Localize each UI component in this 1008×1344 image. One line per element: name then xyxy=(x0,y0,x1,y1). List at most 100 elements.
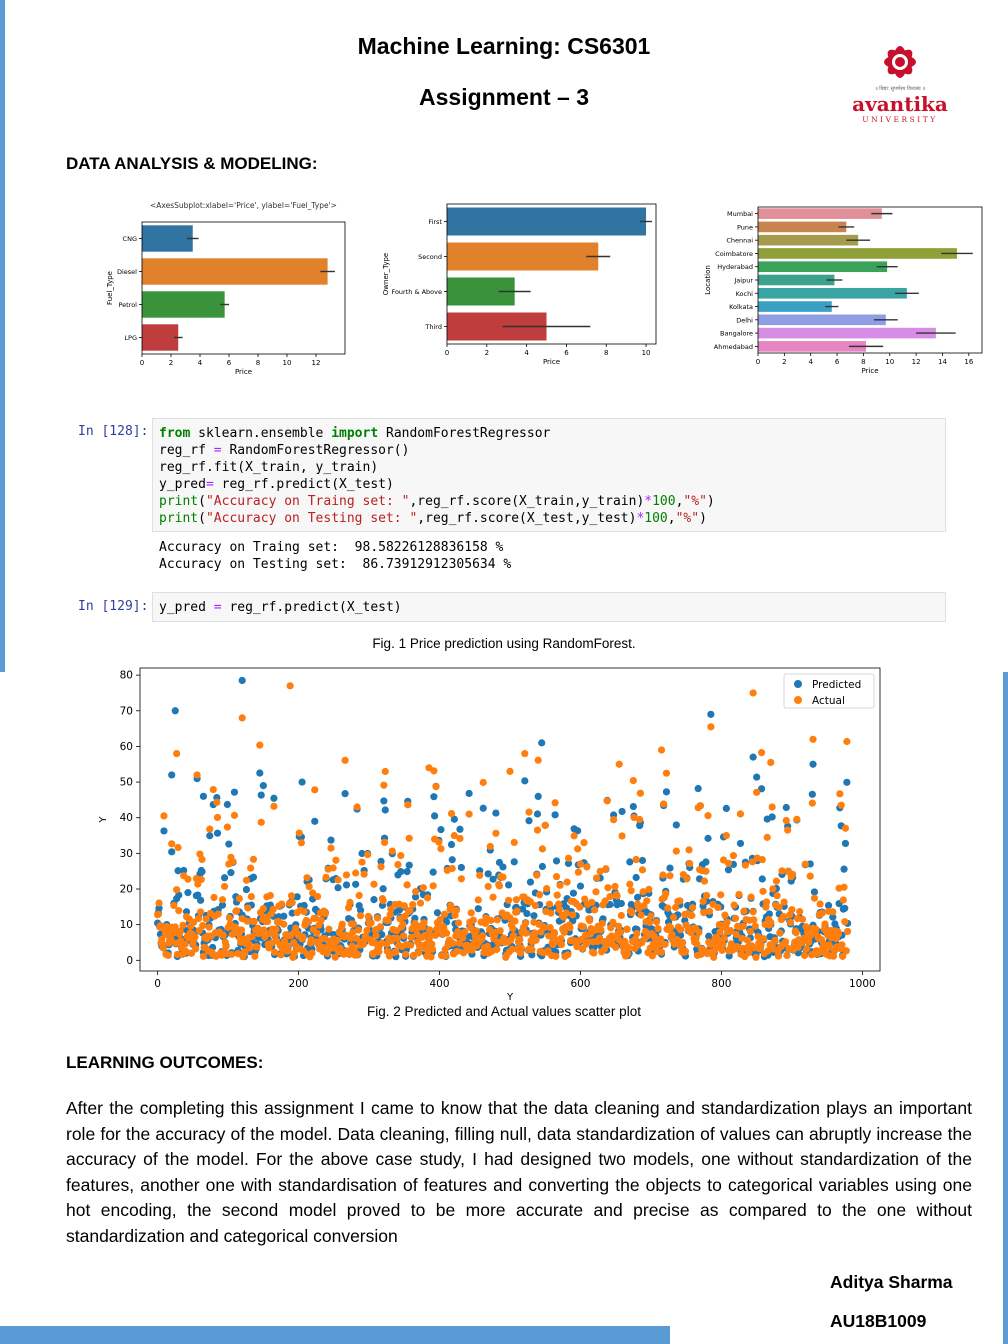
scatter-point-predicted xyxy=(257,791,265,799)
scatter-point-actual xyxy=(604,884,612,892)
scatter-point-actual xyxy=(748,858,757,866)
scatter-point-actual xyxy=(821,920,829,928)
y-tick-label: Chennai xyxy=(726,237,753,245)
scatter-point-actual xyxy=(486,842,494,851)
scatter-point-actual xyxy=(579,923,587,931)
scatter-point-actual xyxy=(193,771,201,779)
scatter-point-predicted xyxy=(270,794,278,802)
scatter-point-actual xyxy=(199,922,207,930)
code-token: * xyxy=(644,494,653,509)
bar xyxy=(758,274,835,286)
x-tick-label: 4 xyxy=(198,359,203,367)
scatter-point-actual xyxy=(810,894,819,902)
scatter-point-actual xyxy=(341,756,349,764)
scatter-point-actual xyxy=(469,916,477,924)
scatter-point-predicted xyxy=(259,782,267,790)
scatter-point-actual xyxy=(648,952,656,960)
scatter-point-actual xyxy=(358,858,366,866)
scatter-point-predicted xyxy=(666,864,674,872)
scatter-point-actual xyxy=(448,864,456,873)
code-token: reg_rf.predict(X_test) xyxy=(213,477,394,492)
scatter-point-actual xyxy=(229,858,237,866)
scatter-point-actual xyxy=(556,881,564,889)
plot-frame xyxy=(141,221,346,355)
scatter-point-actual xyxy=(747,893,755,901)
scatter-point-actual xyxy=(158,935,166,943)
scatter-point-actual xyxy=(442,952,450,960)
scatter-point-actual xyxy=(552,952,560,960)
y-axis-label: Location xyxy=(704,265,712,295)
scatter-point-actual xyxy=(533,826,542,834)
code-cell-129[interactable]: y_pred = reg_rf.predict(X_test) xyxy=(152,592,946,622)
scatter-point-actual xyxy=(679,938,687,947)
scatter-point-actual xyxy=(647,912,655,920)
scatter-point-predicted xyxy=(638,856,647,865)
scatter-point-predicted xyxy=(370,896,378,904)
scatter-point-actual xyxy=(759,887,767,895)
scatter-point-predicted xyxy=(526,878,535,886)
scatter-point-actual xyxy=(385,952,394,960)
scatter-point-actual xyxy=(611,882,619,891)
scatter-point-actual xyxy=(272,925,280,933)
code-cell-128[interactable]: from sklearn.ensemble import RandomFores… xyxy=(152,418,946,532)
scatter-point-actual xyxy=(354,950,362,959)
y-tick-label: Hyderabad xyxy=(717,263,753,271)
scatter-point-predicted xyxy=(220,874,229,882)
scatter-point-actual xyxy=(253,943,261,951)
code-token: , xyxy=(667,511,676,526)
scatter-point-actual xyxy=(716,928,724,936)
scatter-point-actual xyxy=(664,904,672,912)
scatter-point-actual xyxy=(666,872,674,880)
scatter-point-predicted xyxy=(824,901,833,910)
scatter-point-actual xyxy=(292,924,300,932)
scatter-point-actual xyxy=(626,880,634,888)
scatter-point-actual xyxy=(610,816,618,824)
scatter-point-predicted xyxy=(430,793,438,801)
x-tick-label: 2 xyxy=(782,358,786,366)
scatter-point-actual xyxy=(222,943,230,951)
code-token: reg_rf.predict(X_test) xyxy=(221,600,402,615)
scatter-point-actual xyxy=(623,925,631,934)
scatter-point-actual xyxy=(459,934,467,942)
scatter-point-actual xyxy=(406,906,414,915)
scatter-point-actual xyxy=(167,935,175,944)
scatter-point-actual xyxy=(631,935,640,943)
scatter-point-actual xyxy=(538,845,547,853)
scatter-point-actual xyxy=(615,760,623,768)
scatter-point-actual xyxy=(325,925,333,933)
bar xyxy=(758,301,832,312)
bar xyxy=(447,207,647,236)
scatter-point-actual xyxy=(419,884,427,892)
scatter-point-actual xyxy=(767,918,775,927)
x-tick-label: 2 xyxy=(169,359,173,367)
scatter-point-actual xyxy=(411,887,420,896)
scatter-point-actual xyxy=(534,756,542,764)
scatter-point-actual xyxy=(230,811,239,819)
scatter-point-predicted xyxy=(523,909,531,918)
scatter-point-actual xyxy=(757,941,765,949)
scatter-point-actual xyxy=(692,935,700,943)
scatter-point-actual xyxy=(705,907,714,915)
scatter-point-actual xyxy=(792,929,800,937)
scatter-point-predicted xyxy=(437,826,445,834)
scatter-point-predicted xyxy=(184,889,192,897)
scatter-point-predicted xyxy=(626,858,634,866)
cell-prompt-129: In [129]: xyxy=(78,599,149,614)
scatter-point-actual xyxy=(551,799,559,807)
scatter-point-predicted xyxy=(534,792,542,800)
bar xyxy=(758,327,936,339)
code-token: y_pred xyxy=(159,477,206,492)
bottom-border-bar xyxy=(0,1326,670,1344)
scatter-point-actual xyxy=(421,931,429,940)
scatter-point-predicted xyxy=(618,807,626,816)
scatter-point-actual xyxy=(528,946,536,954)
scatter-point-actual xyxy=(484,882,492,891)
scatter-point-actual xyxy=(580,839,588,847)
scatter-point-actual xyxy=(223,823,231,831)
scatter-point-predicted xyxy=(225,840,233,848)
code-token: ( xyxy=(198,511,206,526)
scatter-point-actual xyxy=(618,832,626,840)
scatter-point-actual xyxy=(771,936,779,944)
scatter-point-predicted xyxy=(381,806,389,814)
scatter-point-actual xyxy=(331,953,339,961)
